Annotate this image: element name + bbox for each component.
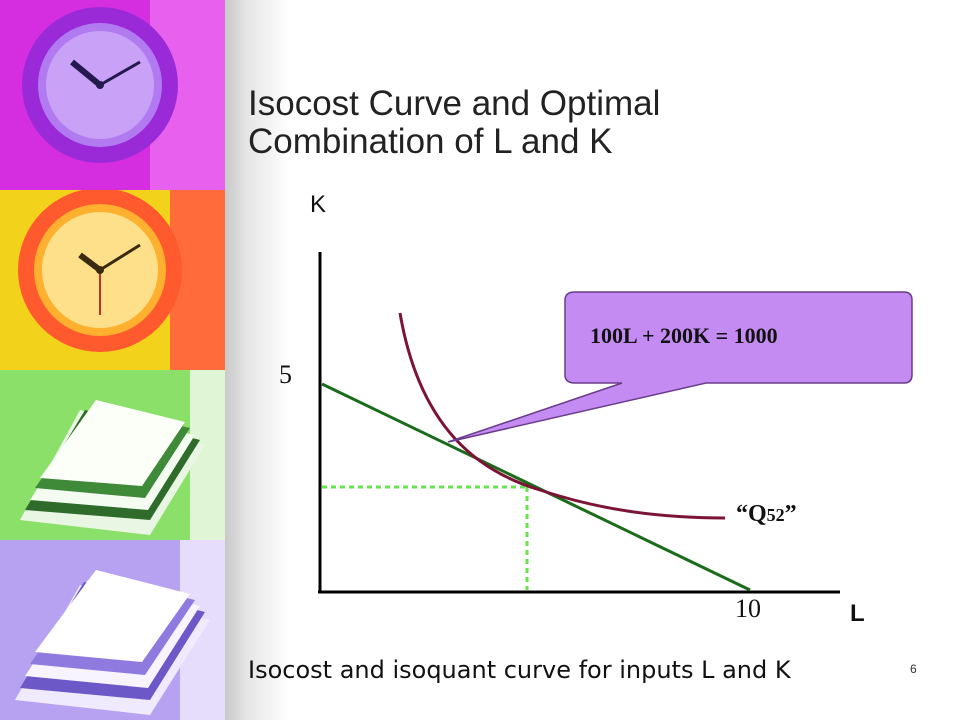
equation-callout	[447, 291, 913, 443]
title-line-1: Isocost Curve and Optimal	[248, 84, 661, 123]
y-axis-label: K	[310, 191, 326, 218]
sidebar-shadow	[225, 0, 290, 720]
x-axis-label: L	[850, 600, 865, 627]
sidebar-panel-lavender	[0, 540, 225, 720]
callout-equation-text: 100L + 200K = 1000	[590, 323, 778, 348]
papers-icon	[0, 540, 225, 720]
clock-icon	[0, 190, 225, 370]
title-line-2: Combination of L and K	[248, 122, 613, 161]
isoquant-curve	[398, 312, 726, 520]
decorative-sidebar	[0, 0, 290, 720]
slide-title: Isocost Curve and Optimal Combination of…	[248, 85, 928, 161]
isoquant-label: “Q52”	[736, 501, 797, 527]
isocost-line	[321, 382, 751, 592]
y-intercept-label: 5	[279, 360, 292, 389]
sidebar-panel-yellow	[0, 190, 225, 370]
sidebar-panel-magenta	[0, 0, 225, 190]
x-intercept-label: 10	[735, 594, 761, 623]
slide-caption: Isocost and isoquant curve for inputs L …	[248, 656, 791, 684]
slide-number: 6	[910, 662, 917, 676]
sidebar-panel-green	[0, 370, 225, 540]
papers-icon	[0, 370, 225, 540]
clock-icon	[0, 0, 225, 190]
